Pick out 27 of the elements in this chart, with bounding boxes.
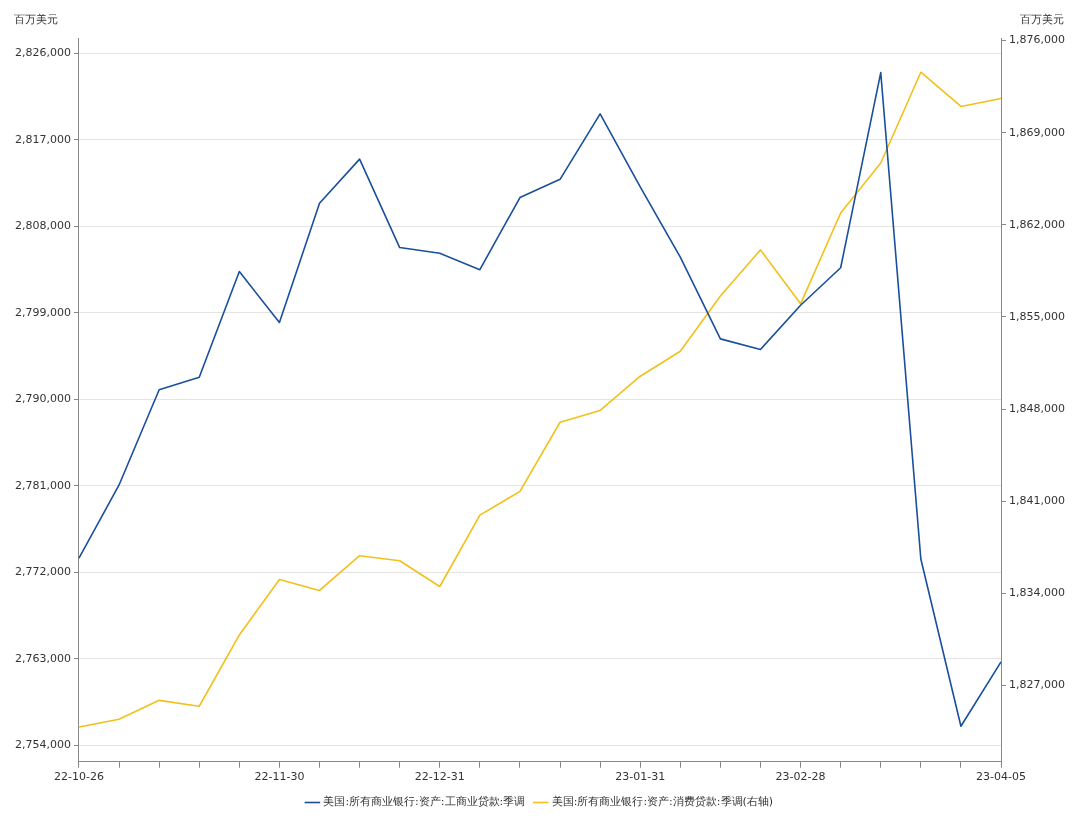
- y-tick-label: 2,799,000: [15, 305, 71, 319]
- y2-tick-label: 1,862,000: [1009, 217, 1065, 231]
- y-tick-label: 2,826,000: [15, 46, 71, 60]
- y-tick-label: 2,781,000: [15, 478, 71, 492]
- legend-label: 美国:所有商业银行:资产:消费贷款:季调(右轴): [551, 795, 774, 809]
- y-tick-label: 2,772,000: [15, 565, 71, 579]
- y2-tick-label: 1,876,000: [1009, 33, 1065, 47]
- y-tick-label: 2,817,000: [15, 132, 71, 146]
- y-axis-title: 百万美元: [14, 13, 58, 27]
- legend-label: 美国:所有商业银行:资产:工商业贷款:季调: [323, 795, 526, 809]
- y2-tick-label: 1,848,000: [1009, 401, 1065, 415]
- y-tick-label: 2,808,000: [15, 219, 71, 233]
- x-tick-label: 23-01-31: [615, 770, 666, 784]
- y-tick-label: 2,754,000: [15, 738, 71, 752]
- x-tick-label: 23-02-28: [775, 770, 826, 784]
- x-tick-label: 22-11-30: [254, 770, 305, 784]
- x-tick-label: 23-04-05: [976, 770, 1026, 784]
- y2-tick-label: 1,841,000: [1009, 494, 1065, 508]
- x-tick-label: 22-10-26: [54, 770, 104, 784]
- y-tick-label: 2,763,000: [15, 651, 71, 665]
- y-tick-label: 2,790,000: [15, 392, 71, 406]
- y2-tick-label: 1,855,000: [1009, 309, 1065, 323]
- y2-tick-label: 1,834,000: [1009, 586, 1065, 600]
- x-tick-label: 22-12-31: [414, 770, 465, 784]
- y2-tick-label: 1,869,000: [1009, 125, 1065, 139]
- y2-tick-label: 1,827,000: [1009, 678, 1065, 692]
- y2-axis-title: 百万美元: [1020, 13, 1064, 27]
